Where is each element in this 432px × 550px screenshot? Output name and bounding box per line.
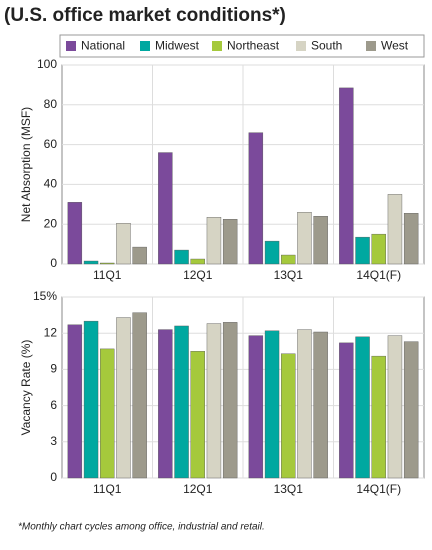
bar bbox=[206, 323, 222, 479]
bar bbox=[158, 152, 173, 265]
bar bbox=[371, 233, 386, 265]
bar bbox=[116, 223, 131, 265]
bar bbox=[116, 317, 131, 479]
y-tick-label: 0 bbox=[50, 470, 57, 484]
legend-swatch bbox=[140, 41, 150, 51]
bar bbox=[100, 262, 115, 265]
x-tick-label: 11Q1 bbox=[93, 268, 122, 282]
y-axis-label: Vacancy Rate (%) bbox=[19, 340, 33, 436]
y-tick-label: 80 bbox=[44, 97, 58, 111]
x-tick-label: 13Q1 bbox=[274, 268, 304, 282]
bar bbox=[206, 217, 222, 265]
footnote: *Monthly chart cycles among office, indu… bbox=[18, 522, 265, 533]
bar bbox=[222, 322, 238, 479]
bar bbox=[387, 335, 403, 479]
legend-label: South bbox=[311, 39, 342, 53]
bar bbox=[83, 260, 99, 265]
legend-swatch bbox=[212, 41, 222, 51]
legend-swatch bbox=[66, 41, 76, 51]
x-tick-label: 12Q1 bbox=[183, 482, 213, 496]
legend-label: National bbox=[81, 39, 125, 53]
bar bbox=[190, 258, 205, 265]
bar bbox=[371, 355, 386, 479]
bar bbox=[248, 132, 264, 265]
bar bbox=[403, 213, 419, 265]
bar bbox=[67, 324, 83, 479]
bar bbox=[297, 329, 312, 479]
bar bbox=[100, 348, 115, 479]
legend-swatch bbox=[366, 41, 376, 51]
y-tick-label: 100 bbox=[37, 57, 57, 71]
y-tick-label: 6 bbox=[50, 398, 57, 412]
bar bbox=[387, 194, 403, 265]
bar bbox=[281, 353, 296, 479]
x-tick-label: 11Q1 bbox=[93, 482, 122, 496]
bar bbox=[248, 335, 264, 479]
bar bbox=[403, 341, 419, 479]
bar bbox=[264, 330, 280, 479]
bar bbox=[264, 240, 280, 265]
x-tick-label: 13Q1 bbox=[274, 482, 304, 496]
x-tick-label: 12Q1 bbox=[183, 268, 213, 282]
bar bbox=[355, 236, 370, 265]
y-tick-label: 0 bbox=[50, 256, 57, 270]
bar bbox=[174, 249, 189, 265]
bar bbox=[313, 216, 328, 265]
y-tick-label: 12 bbox=[44, 325, 58, 339]
bar bbox=[190, 351, 205, 479]
bar bbox=[132, 246, 147, 265]
bar bbox=[339, 87, 354, 265]
y-tick-label: 3 bbox=[50, 434, 57, 448]
y-tick-label: 20 bbox=[44, 216, 58, 230]
legend-label: West bbox=[381, 39, 409, 53]
x-tick-label: 14Q1(F) bbox=[356, 482, 401, 496]
bar bbox=[158, 329, 173, 479]
legend-label: Midwest bbox=[155, 39, 200, 53]
y-tick-label: 15% bbox=[33, 289, 57, 303]
bar bbox=[83, 320, 99, 479]
bar bbox=[222, 219, 238, 265]
page-title: (U.S. office market conditions*) bbox=[4, 5, 286, 26]
bar bbox=[297, 212, 312, 265]
y-tick-label: 60 bbox=[44, 137, 58, 151]
x-tick-label: 14Q1(F) bbox=[356, 268, 401, 282]
legend-label: Northeast bbox=[227, 39, 280, 53]
bar bbox=[313, 331, 328, 479]
bar bbox=[174, 325, 189, 479]
bar bbox=[67, 202, 83, 265]
bar bbox=[355, 336, 370, 479]
bar bbox=[281, 254, 296, 265]
y-axis-label: Net Absorption (MSF) bbox=[19, 107, 33, 222]
bar bbox=[339, 342, 354, 479]
legend-swatch bbox=[296, 41, 306, 51]
legend-box bbox=[59, 34, 425, 58]
y-tick-label: 40 bbox=[44, 177, 58, 191]
y-tick-label: 9 bbox=[50, 362, 57, 376]
bar bbox=[132, 312, 147, 479]
